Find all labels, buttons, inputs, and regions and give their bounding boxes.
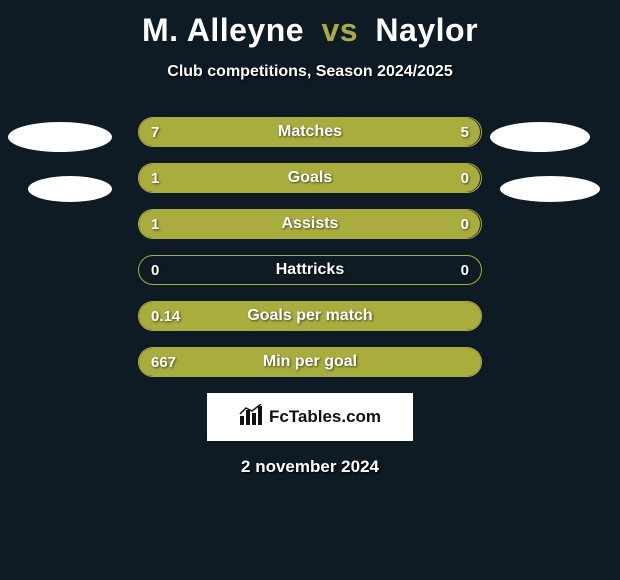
stat-bar-right <box>398 164 480 192</box>
stat-bar-right <box>398 210 480 238</box>
player1-badge-small <box>28 176 112 202</box>
stat-bar-left <box>139 302 481 330</box>
vs-separator: vs <box>321 12 358 48</box>
subtitle: Club competitions, Season 2024/2025 <box>0 63 620 81</box>
stat-row: Hattricks0 0 <box>138 255 482 285</box>
stat-bar-left <box>139 118 338 146</box>
player2-badge-large <box>490 122 590 152</box>
comparison-title: M. Alleyne vs Naylor <box>0 0 620 49</box>
stat-bar-left <box>139 348 481 376</box>
stat-value-right: 0 <box>461 256 469 284</box>
stat-bar-left <box>139 210 398 238</box>
comparison-bars: Matches75 Goals10 Assists10 Hattricks0 0 Goal… <box>138 117 482 377</box>
player2-name: Naylor <box>375 12 478 48</box>
stat-bar-left <box>139 164 398 192</box>
brand-box: FcTables.com <box>207 393 413 441</box>
stat-row: Assists10 <box>138 209 482 239</box>
brand-text: FcTables.com <box>269 407 381 427</box>
stat-row: Matches75 <box>138 117 482 147</box>
stat-row: Min per goal667 <box>138 347 482 377</box>
stat-bar-right <box>338 118 480 146</box>
player1-name: M. Alleyne <box>142 12 304 48</box>
stat-label: Hattricks <box>139 256 481 284</box>
snapshot-date: 2 november 2024 <box>0 457 620 477</box>
player1-badge-large <box>8 122 112 152</box>
stat-value-left: 0 <box>151 256 159 284</box>
chart-bars-icon <box>239 404 265 431</box>
stat-row: Goals10 <box>138 163 482 193</box>
player2-badge-small <box>500 176 600 202</box>
stat-row: Goals per match0.14 <box>138 301 482 331</box>
